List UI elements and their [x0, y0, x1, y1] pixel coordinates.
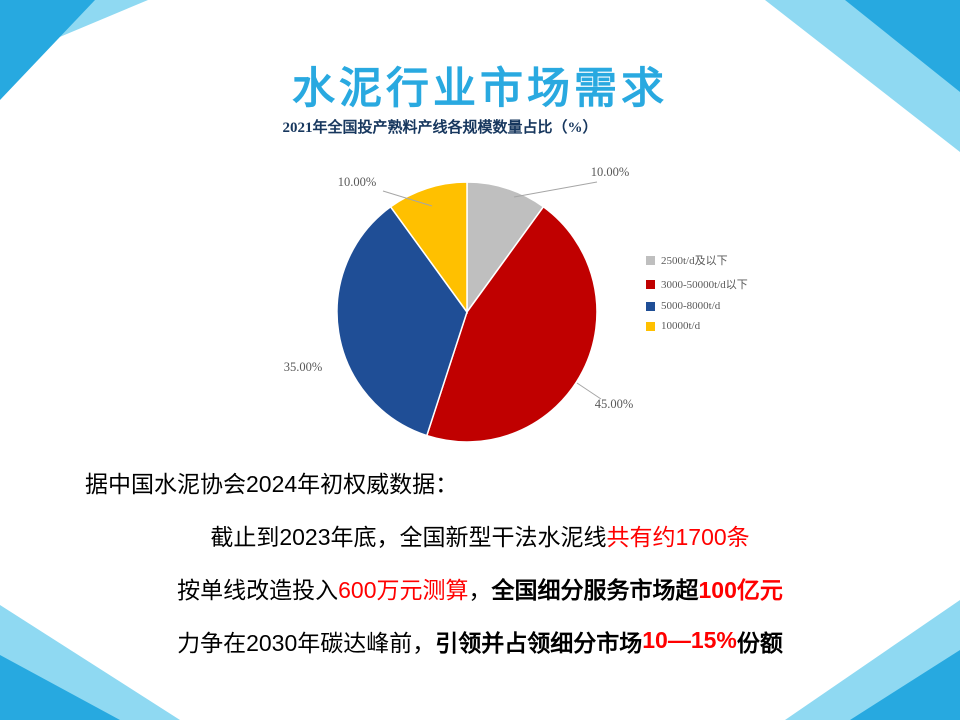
text-segment: 按单线改造投入	[177, 576, 339, 603]
label-leader-line	[382, 190, 433, 207]
legend-swatch	[646, 321, 655, 331]
chart-title: 2021年全国投产熟料产线各规模数量占比（%）	[282, 120, 598, 136]
legend-item: 2500t/d及以下	[646, 252, 748, 268]
legend-label: 10000t/d	[661, 320, 701, 332]
legend-item: 10000t/d	[646, 320, 748, 332]
legend-item: 3000-50000t/d以下	[646, 276, 748, 292]
pie-slice-1	[425, 205, 598, 443]
pie-slice-2	[336, 205, 468, 437]
text-segment: 力争在2030年碳达峰前，	[177, 629, 436, 656]
pie-slice-3	[389, 181, 468, 315]
body-text: 据中国水泥协会2024年初权威数据： 截止到2023年底，全国新型干法水泥线 共有约…	[0, 455, 960, 667]
text-segment: 共有约1700条	[606, 523, 750, 550]
pie-value-label: 45.00%	[595, 397, 634, 411]
text-segment: 全国细分服务市场超	[491, 576, 699, 603]
pie-value-label: 10.00%	[338, 175, 377, 189]
chart-legend: 2500t/d及以下 3000-50000t/d以下 5000-8000t/d 100…	[646, 252, 748, 332]
legend-label: 5000-8000t/d	[661, 300, 721, 312]
label-leader-line	[576, 382, 602, 400]
text-segment: 截止到2023年底，全国新型干法水泥线	[210, 523, 607, 550]
legend-label: 2500t/d及以下	[661, 255, 728, 267]
text-segment: ，	[468, 576, 492, 603]
label-leader-line	[513, 181, 598, 198]
body-line-1: 据中国水泥协会2024年初权威数据：	[0, 455, 960, 508]
legend-label: 3000-50000t/d以下	[661, 279, 748, 291]
pie-slice-0	[466, 181, 545, 315]
legend-swatch	[646, 279, 655, 289]
text-segment: 份额	[736, 629, 783, 656]
pie-value-label: 10.00%	[591, 165, 630, 179]
triangle-light	[0, 0, 148, 62]
body-line-4: 力争在2030年碳达峰前， 引领并占领细分市场 10—15% 份额	[0, 614, 960, 667]
slide-title: 水泥行业市场需求	[292, 65, 668, 113]
text-segment: 10—15%	[642, 627, 737, 653]
text-segment: 引领并占领细分市场	[435, 629, 643, 656]
body-line-3: 按单线改造投入 600万元测算，全国细分服务市场超 100亿元	[0, 561, 960, 614]
text-segment: 600万元测算	[338, 576, 469, 603]
legend-swatch	[646, 255, 655, 265]
legend-item: 5000-8000t/d	[646, 300, 748, 312]
pie-chart: 10.00% 45.00% 35.00% 10.00%	[284, 165, 634, 443]
text-segment: 100亿元	[698, 576, 783, 603]
legend-swatch	[646, 301, 655, 311]
text-segment: 据中国水泥协会2024年初权威数据：	[85, 470, 459, 497]
body-line-2: 截止到2023年底，全国新型干法水泥线 共有约1700条	[0, 508, 960, 561]
pie-value-label: 35.00%	[284, 360, 323, 374]
